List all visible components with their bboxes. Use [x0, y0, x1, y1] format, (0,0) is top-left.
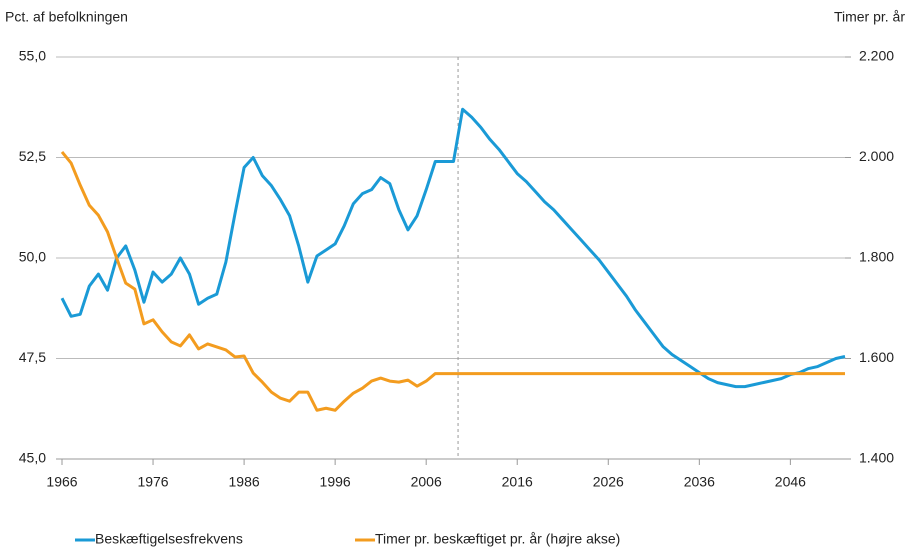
y-tick-label: 55,0 — [19, 48, 46, 64]
y2-tick-label: 1.800 — [859, 249, 894, 265]
y-tick-label: 50,0 — [19, 249, 46, 265]
x-tick-label: 2026 — [593, 474, 624, 490]
y2-axis-title: Timer pr. år — [834, 9, 905, 25]
x-tick-label: 2046 — [775, 474, 806, 490]
legend-label: Beskæftigelsesfrekvens — [95, 531, 243, 547]
x-tick-label: 2036 — [684, 474, 715, 490]
x-tick-label: 2006 — [411, 474, 442, 490]
y-tick-label: 45,0 — [19, 450, 46, 466]
x-tick-label: 2016 — [502, 474, 533, 490]
y-tick-label: 52,5 — [19, 148, 46, 164]
x-tick-label: 1976 — [137, 474, 168, 490]
legend-label: Timer pr. beskæftiget pr. år (højre akse… — [375, 531, 620, 547]
y-axis-title: Pct. af befolkningen — [5, 9, 128, 25]
y-tick-label: 47,5 — [19, 349, 46, 365]
x-tick-label: 1986 — [229, 474, 260, 490]
x-tick-label: 1966 — [46, 474, 77, 490]
series-line — [60, 107, 846, 389]
x-tick-label: 1996 — [320, 474, 351, 490]
series-line — [60, 151, 845, 412]
y2-tick-label: 2.200 — [859, 48, 894, 64]
y2-tick-label: 2.000 — [859, 148, 894, 164]
y2-tick-label: 1.600 — [859, 349, 894, 365]
y2-tick-label: 1.400 — [859, 450, 894, 466]
